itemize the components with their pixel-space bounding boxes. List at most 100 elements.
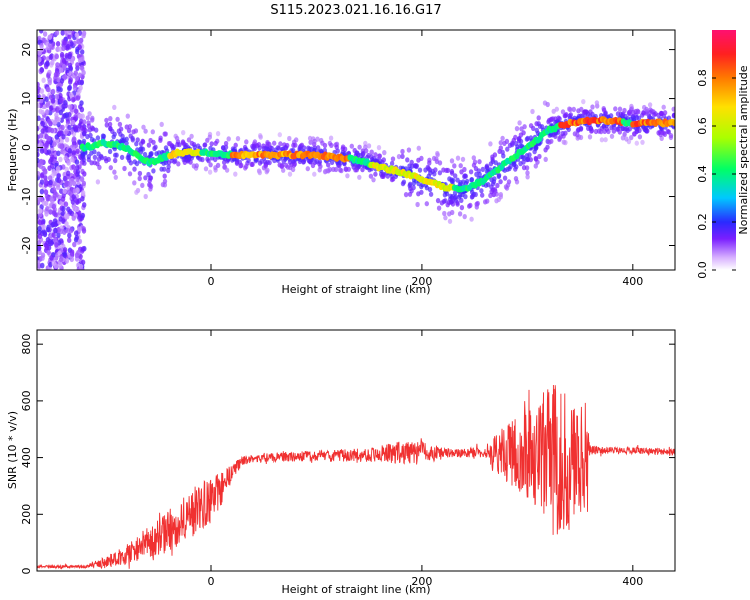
spectrogram-cell <box>455 177 460 183</box>
spectrogram-cell <box>233 142 238 148</box>
spectrogram-cell <box>37 240 41 246</box>
spectrogram-cell <box>54 53 59 60</box>
spectrogram-cell <box>207 169 213 175</box>
spectrogram-cell <box>567 106 572 112</box>
spectrogram-cell <box>150 129 155 135</box>
spectrogram-cell <box>41 55 46 61</box>
spectrogram-cell <box>537 153 542 160</box>
spectrogram-cell <box>51 232 56 238</box>
spectrogram-cell <box>80 259 86 266</box>
spectrogram-cell <box>65 67 70 74</box>
spectrogram-cell <box>55 166 61 172</box>
spectrogram-cell <box>671 106 675 112</box>
spectrogram-cell <box>590 104 595 110</box>
spectrogram-cell <box>517 120 522 126</box>
spectrogram-cell <box>452 190 458 196</box>
snr-series-line <box>37 384 675 570</box>
spectrogram-cell <box>51 187 57 193</box>
spectrogram-cell <box>56 150 61 157</box>
spectrogram-cell <box>64 136 70 143</box>
spectrogram-cell <box>406 147 412 153</box>
spectrogram-cell <box>41 224 46 230</box>
spectrogram-cell <box>140 182 145 188</box>
spectrogram-cell <box>46 135 51 142</box>
spectrogram-cell <box>244 163 249 170</box>
spectrogram-cell <box>349 143 354 149</box>
spectrogram-cell <box>113 152 118 158</box>
spectrogram-cell <box>234 160 240 166</box>
spectrogram-cell <box>494 198 499 204</box>
spectrogram-cell <box>74 252 80 259</box>
spectrogram-cell <box>533 146 538 152</box>
spectrogram-cell <box>381 157 386 163</box>
spectrogram-cell <box>79 125 85 131</box>
spectrogram-cell <box>496 173 501 180</box>
spectrogram-cell <box>477 159 482 165</box>
spectrogram-cell <box>400 153 405 159</box>
spectrogram-cell <box>61 134 66 140</box>
spectrogram-cell <box>81 69 86 76</box>
spectrogram-cell <box>533 163 538 169</box>
spectrogram-cell <box>72 241 77 248</box>
spectrogram-cell <box>142 151 148 158</box>
spectrogram-cell <box>641 110 646 116</box>
spectrogram-cell <box>71 194 76 200</box>
spectrogram-cell <box>416 145 421 151</box>
spectrogram-cell <box>112 169 117 175</box>
spectrogram-cell <box>49 156 54 163</box>
spectrogram-cell <box>500 135 505 141</box>
spectrogram-cell <box>449 170 455 176</box>
y-tick-label: 0 <box>20 568 33 575</box>
spectrogram-cell <box>61 205 66 212</box>
spectrogram-cell <box>468 169 474 175</box>
spectrogram-cell <box>307 146 312 152</box>
spectrogram-cell <box>207 134 212 140</box>
spectrogram-cell <box>443 215 448 221</box>
spectrogram-cell <box>67 85 72 92</box>
spectrogram-cell <box>462 214 467 220</box>
spectrogram-cell <box>474 204 479 210</box>
spectrogram-cell <box>38 142 43 148</box>
spectrogram-cell <box>536 115 541 121</box>
spectrogram-cell <box>51 88 56 95</box>
spectrogram-cell <box>39 158 44 165</box>
spectrogram-cell <box>41 93 46 100</box>
spectrogram-cell <box>68 227 74 234</box>
spectrogram-cell <box>38 255 43 262</box>
spectrogram-cell <box>634 140 639 146</box>
spectrogram-cell <box>137 170 143 177</box>
y-tick-label: 400 <box>20 447 33 468</box>
spectrogram-cell <box>41 77 46 84</box>
spectrogram-cell <box>382 150 387 156</box>
spectrogram-cell <box>57 130 62 136</box>
spectrogram-cell <box>74 159 80 165</box>
spectrogram-cell <box>60 196 66 202</box>
spectrogram-cell <box>48 105 54 111</box>
spectrogram-cell <box>113 174 119 180</box>
spectrogram-cell <box>68 79 73 85</box>
spectrogram-cell <box>495 182 500 189</box>
spectrogram-cell <box>181 130 186 136</box>
spectrogram-cell <box>460 156 466 162</box>
spectrogram-cell <box>47 165 52 171</box>
spectrogram-cell <box>62 229 67 235</box>
spectrogram-cell <box>47 175 53 181</box>
spectrogram-cell <box>79 267 84 270</box>
spectrogram-cell <box>488 161 494 167</box>
spectrogram-cell <box>80 49 85 55</box>
spectrogram-cell <box>585 111 591 117</box>
spectrogram-panel: 0 200 400 -20 -10 0 10 20 Height of straight li… <box>6 29 676 296</box>
spectrogram-cell <box>58 92 63 99</box>
spectrogram-cell <box>75 148 80 154</box>
spectrogram-cell <box>510 142 515 148</box>
spectrogram-cell <box>151 139 156 145</box>
spectrogram-cell <box>656 130 661 136</box>
spectrogram-cell <box>148 182 153 188</box>
spectrogram-cell <box>101 133 107 139</box>
spectrogram-cell <box>70 156 75 163</box>
spectrogram-cell <box>233 171 238 177</box>
spectrogram-cell <box>357 144 362 150</box>
spectrogram-cell <box>252 139 258 145</box>
spectrogram-cell <box>48 196 54 202</box>
spectrogram-cell <box>317 167 322 173</box>
